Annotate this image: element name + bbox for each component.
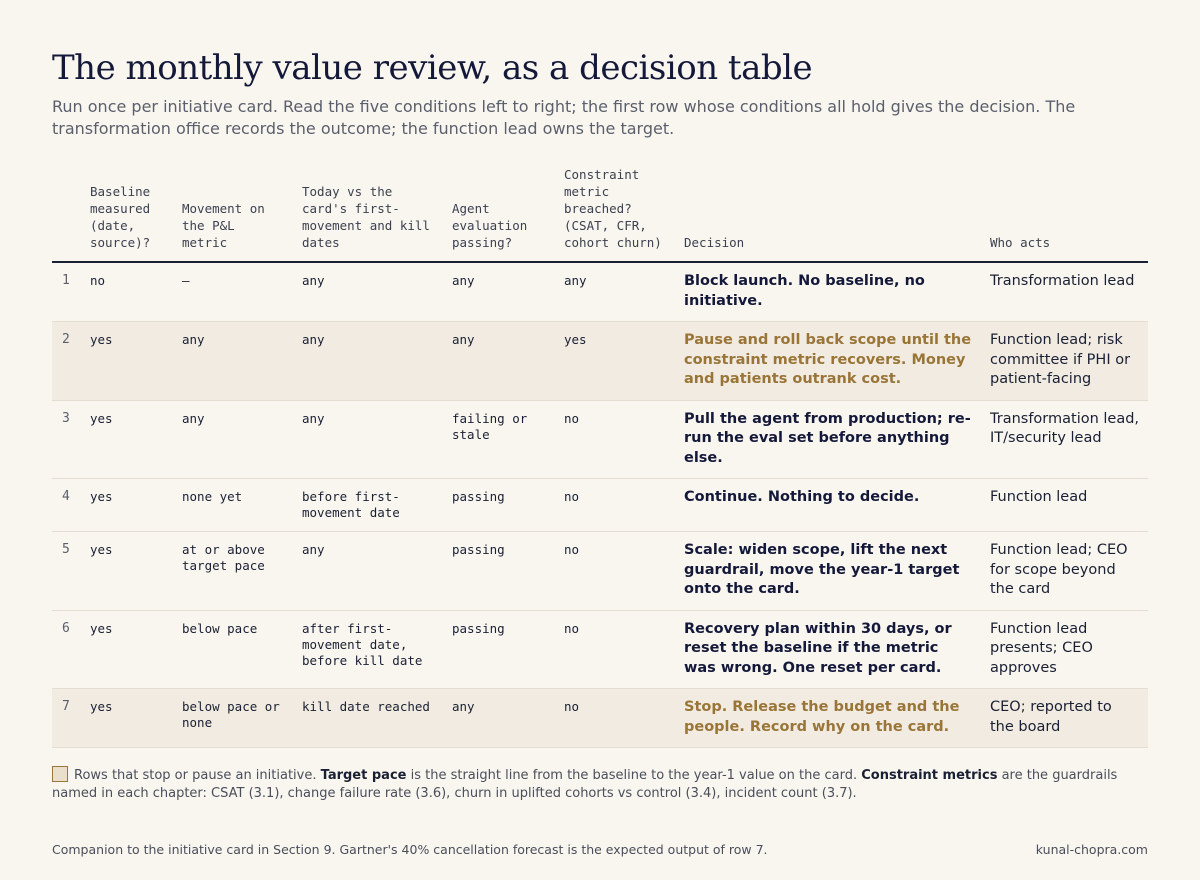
table-row: 5 yes at or above target pace any passin… bbox=[52, 531, 1148, 611]
header-who-acts: Who acts bbox=[982, 166, 1148, 263]
table-row: 7 yes below pace or none kill date reach… bbox=[52, 688, 1148, 748]
legend-text-3: are the guardrails named in each chapter… bbox=[52, 768, 1118, 801]
cell-movement: any bbox=[174, 321, 294, 401]
cell-who-acts: Transformation lead, IT/security lead bbox=[982, 400, 1148, 479]
row-number: 6 bbox=[52, 610, 82, 689]
cell-agent-eval: passing bbox=[444, 531, 556, 611]
cell-today: any bbox=[294, 531, 444, 611]
header-decision: Decision bbox=[676, 166, 982, 263]
cell-movement: below pace bbox=[174, 610, 294, 689]
table-row: 1 no — any any any Block launch. No base… bbox=[52, 262, 1148, 322]
row-number: 4 bbox=[52, 478, 82, 532]
cell-baseline: yes bbox=[82, 400, 174, 479]
legend-text-1: Rows that stop or pause an initiative. bbox=[74, 768, 321, 783]
footer-site: kunal-chopra.com bbox=[1035, 842, 1148, 857]
cell-today: any bbox=[294, 262, 444, 322]
cell-agent-eval: any bbox=[444, 262, 556, 322]
cell-who-acts: Function lead; risk committee if PHI or … bbox=[982, 321, 1148, 401]
page-subtitle: Run once per initiative card. Read the f… bbox=[52, 97, 1076, 138]
cell-movement: none yet bbox=[174, 478, 294, 532]
cell-constraint: no bbox=[556, 610, 676, 689]
cell-constraint: no bbox=[556, 478, 676, 532]
legend: Rows that stop or pause an initiative. T… bbox=[52, 766, 1148, 803]
cell-decision: Scale: widen scope, lift the next guardr… bbox=[676, 531, 982, 611]
cell-who-acts: Function lead; CEO for scope beyond the … bbox=[982, 531, 1148, 611]
cell-constraint: yes bbox=[556, 321, 676, 401]
cell-baseline: yes bbox=[82, 321, 174, 401]
cell-who-acts: Transformation lead bbox=[982, 262, 1148, 322]
row-number: 3 bbox=[52, 400, 82, 479]
legend-text-2: is the straight line from the baseline t… bbox=[406, 768, 862, 783]
cell-who-acts: CEO; reported to the board bbox=[982, 688, 1148, 748]
cell-baseline: yes bbox=[82, 478, 174, 532]
cell-baseline: yes bbox=[82, 531, 174, 611]
cell-today: any bbox=[294, 321, 444, 401]
cell-who-acts: Function lead bbox=[982, 478, 1148, 532]
cell-decision: Continue. Nothing to decide. bbox=[676, 478, 982, 532]
cell-baseline: yes bbox=[82, 610, 174, 689]
header-movement: Movement on the P&L metric bbox=[174, 166, 294, 263]
cell-constraint: no bbox=[556, 531, 676, 611]
header-constraint: Constraint metric breached? (CSAT, CFR, … bbox=[556, 166, 676, 263]
cell-decision: Pull the agent from production; re-run t… bbox=[676, 400, 982, 479]
cell-constraint: no bbox=[556, 688, 676, 748]
header-number bbox=[52, 166, 82, 263]
cell-decision: Pause and roll back scope until the cons… bbox=[676, 321, 982, 401]
cell-decision: Recovery plan within 30 days, or reset t… bbox=[676, 610, 982, 689]
row-number: 2 bbox=[52, 321, 82, 401]
legend-term-constraint-metrics: Constraint metrics bbox=[861, 768, 998, 783]
decision-table: Baseline measured (date, source)? Moveme… bbox=[52, 166, 1148, 748]
row-number: 7 bbox=[52, 688, 82, 748]
cell-agent-eval: passing bbox=[444, 478, 556, 532]
cell-movement: at or above target pace bbox=[174, 531, 294, 611]
legend-swatch bbox=[52, 766, 68, 782]
cell-today: kill date reached bbox=[294, 688, 444, 748]
cell-movement: below pace or none bbox=[174, 688, 294, 748]
cell-agent-eval: failing or stale bbox=[444, 400, 556, 479]
cell-decision: Stop. Release the budget and the people.… bbox=[676, 688, 982, 748]
cell-today: after first-movement date, before kill d… bbox=[294, 610, 444, 689]
header-today: Today vs the card's first-movement and k… bbox=[294, 166, 444, 263]
cell-baseline: no bbox=[82, 262, 174, 322]
cell-constraint: no bbox=[556, 400, 676, 479]
table-header-row: Baseline measured (date, source)? Moveme… bbox=[52, 166, 1148, 263]
cell-agent-eval: passing bbox=[444, 610, 556, 689]
cell-movement: any bbox=[174, 400, 294, 479]
cell-today: any bbox=[294, 400, 444, 479]
table-row: 6 yes below pace after first-movement da… bbox=[52, 610, 1148, 689]
cell-constraint: any bbox=[556, 262, 676, 322]
row-number: 5 bbox=[52, 531, 82, 611]
legend-term-target-pace: Target pace bbox=[320, 768, 407, 783]
table-row: 2 yes any any any yes Pause and roll bac… bbox=[52, 321, 1148, 401]
cell-agent-eval: any bbox=[444, 321, 556, 401]
cell-decision: Block launch. No baseline, no initiative… bbox=[676, 262, 982, 322]
row-number: 1 bbox=[52, 262, 82, 322]
header-agent-eval: Agent evaluation passing? bbox=[444, 166, 556, 263]
cell-who-acts: Function lead presents; CEO approves bbox=[982, 610, 1148, 689]
cell-movement: — bbox=[174, 262, 294, 322]
cell-today: before first-movement date bbox=[294, 478, 444, 532]
table-row: 4 yes none yet before first-movement dat… bbox=[52, 478, 1148, 532]
table-row: 3 yes any any failing or stale no Pull t… bbox=[52, 400, 1148, 479]
header-baseline: Baseline measured (date, source)? bbox=[82, 166, 174, 263]
page-title: The monthly value review, as a decision … bbox=[52, 48, 813, 88]
footer-note: Companion to the initiative card in Sect… bbox=[52, 842, 768, 857]
cell-agent-eval: any bbox=[444, 688, 556, 748]
cell-baseline: yes bbox=[82, 688, 174, 748]
